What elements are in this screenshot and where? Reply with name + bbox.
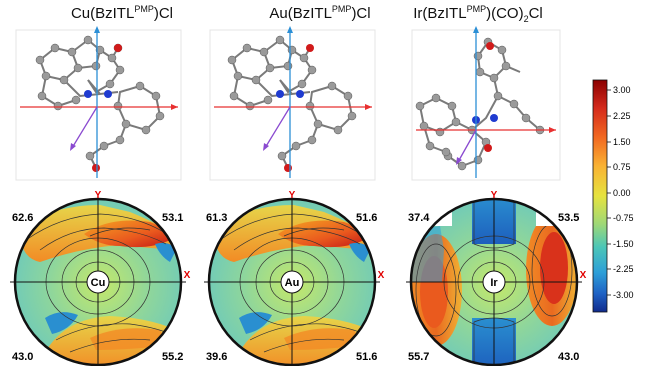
quadrant-bottom-right: 55.2	[162, 351, 183, 363]
quadrant-top-right: 53.5	[558, 212, 579, 224]
metal-label: Cu	[91, 277, 106, 289]
title-text: Ir(BzITL	[413, 5, 467, 22]
title-superscript: PMP	[134, 4, 154, 14]
quadrant-bottom-right: 43.0	[558, 351, 579, 363]
colorbar-tick: 3.00	[613, 85, 631, 95]
title-text: Cl	[528, 5, 543, 22]
title-text: )Cl	[153, 5, 174, 22]
colorbar-tick: -3.00	[613, 290, 634, 300]
steric-map-cu: Cu Y X 62.6 53.1 43.0 55.2	[10, 190, 191, 366]
metal-label: Au	[285, 277, 300, 289]
panel-title-cu: Cu(BzITLPMP)Cl	[22, 4, 222, 22]
quadrant-top-left: 37.4	[408, 212, 430, 224]
title-text: )Cl	[351, 5, 371, 22]
title-text: )(CO)	[486, 5, 524, 22]
colorbar: 3.00 2.25 1.50 0.75 0.00 -0.75 -1.50 -2.…	[592, 79, 634, 313]
colorbar-tick: -0.75	[613, 213, 634, 223]
molecule-frame	[411, 29, 561, 181]
metal-label: Ir	[490, 277, 498, 289]
quadrant-top-left: 62.6	[12, 212, 33, 224]
colorbar-tick: 0.00	[613, 188, 631, 198]
quadrant-top-right: 51.6	[356, 212, 377, 224]
colorbar-tick: -1.50	[613, 239, 634, 249]
colorbar-tick: -2.25	[613, 264, 634, 274]
molecule-structure-ir	[411, 26, 561, 181]
y-axis-label: Y	[491, 190, 498, 201]
quadrant-bottom-left: 55.7	[408, 351, 429, 363]
quadrant-top-right: 53.1	[162, 212, 183, 224]
panel-title-au: Au(BzITLPMP)Cl	[220, 4, 420, 22]
quadrant-bottom-right: 51.6	[356, 351, 377, 363]
quadrant-bottom-left: 43.0	[12, 351, 33, 363]
panel-title-ir: Ir(BzITLPMP)(CO)2Cl	[378, 4, 578, 24]
molecule-structure-au	[209, 26, 376, 181]
colorbar-tick: 0.75	[613, 162, 631, 172]
colorbar-tick: 2.25	[613, 111, 631, 121]
x-axis-label: X	[184, 270, 191, 281]
title-superscript: PMP	[331, 4, 352, 14]
y-axis-label: Y	[289, 190, 296, 201]
title-subscript: 2	[523, 14, 529, 24]
title-text: Cu(BzITL	[70, 5, 135, 22]
steric-map-ir: Ir Y X 37.4 53.5 55.7 43.0	[406, 190, 587, 366]
x-axis-label: X	[580, 270, 587, 281]
quadrant-top-left: 61.3	[206, 212, 227, 224]
molecule-frame	[209, 29, 376, 181]
colorbar-tick: 1.50	[613, 137, 631, 147]
title-superscript: PMP	[466, 4, 487, 14]
title-text: Au(BzITL	[269, 5, 332, 22]
molecule-structure-cu	[15, 26, 182, 181]
quadrant-bottom-left: 39.6	[206, 351, 227, 363]
x-axis-label: X	[378, 270, 385, 281]
y-axis-label: Y	[95, 190, 102, 201]
steric-map-au: Au Y X 61.3 51.6 39.6 51.6	[204, 190, 385, 366]
